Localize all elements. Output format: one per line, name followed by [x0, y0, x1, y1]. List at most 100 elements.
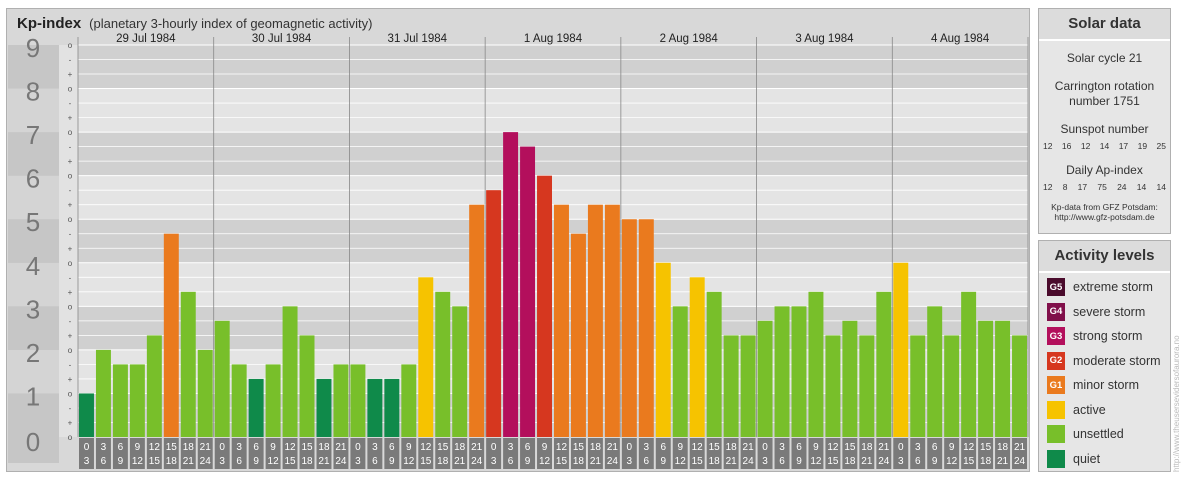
- kp-bar-30: [587, 204, 603, 437]
- kp-bar-1: [95, 349, 111, 437]
- hour-cell: [350, 438, 366, 469]
- hour-label-start: 12: [420, 442, 432, 453]
- subtick-o: o: [68, 85, 73, 94]
- hour-label-end: 3: [491, 456, 497, 467]
- kp-bar-42: [791, 306, 807, 437]
- kp-bar-25: [503, 132, 519, 437]
- hour-label-end: 18: [980, 456, 992, 467]
- hour-label-end: 9: [389, 456, 395, 467]
- hour-cell: [367, 438, 383, 469]
- hour-label-start: 15: [844, 442, 856, 453]
- subtick-band: [59, 45, 78, 437]
- hour-label-end: 6: [236, 456, 242, 467]
- hour-cell: [876, 438, 892, 469]
- hour-label-start: 9: [270, 442, 276, 453]
- hour-label-end: 6: [644, 456, 650, 467]
- kp-bar-50: [927, 306, 943, 437]
- activity-label: minor storm: [1073, 378, 1139, 393]
- y-tick-8: 8: [26, 77, 40, 107]
- hour-cell: [961, 438, 977, 469]
- grid-band-3: [78, 262, 1028, 307]
- hour-cell: [95, 438, 111, 469]
- subtick-plus: +: [68, 114, 73, 123]
- y-tick-9: 9: [26, 33, 40, 63]
- hour-label-end: 21: [318, 456, 330, 467]
- hour-cell: [706, 438, 722, 469]
- subtick-minus: -: [69, 317, 72, 326]
- hour-label-start: 9: [406, 442, 412, 453]
- hour-cell: [655, 438, 671, 469]
- subtick-plus: +: [68, 70, 73, 79]
- ap-value-5: 14: [1136, 182, 1147, 192]
- carrington-line-2: number 1751: [1069, 94, 1140, 108]
- hour-label-end: 3: [762, 456, 768, 467]
- hour-cell: [672, 438, 688, 469]
- sunspot-values: 12 16 12 14 17 19 25: [1039, 141, 1170, 151]
- hour-label-end: 9: [525, 456, 531, 467]
- subtick-minus: -: [69, 99, 72, 108]
- kp-bar-0: [79, 393, 94, 437]
- activity-label: moderate storm: [1073, 353, 1161, 368]
- hour-label-start: 0: [355, 442, 361, 453]
- activity-swatch: G4: [1047, 302, 1065, 321]
- ap-value-0: 12: [1043, 182, 1053, 192]
- hour-label-end: 15: [149, 456, 161, 467]
- hour-label-end: 6: [101, 456, 107, 467]
- hour-cell: [978, 438, 994, 469]
- activity-level-severe-storm: G4 severe storm: [1039, 300, 1170, 325]
- activity-swatch: G5: [1047, 278, 1065, 297]
- ap-title: Daily Ap-index: [1066, 163, 1143, 177]
- activity-level-unsettled: unsettled: [1039, 422, 1170, 447]
- hour-cell: [486, 438, 502, 469]
- kp-bar-54: [995, 320, 1011, 437]
- kp-bar-26: [520, 146, 536, 437]
- hour-label-start: 15: [573, 442, 585, 453]
- day-label-5: 3 Aug 1984: [795, 33, 854, 45]
- hour-label-end: 18: [573, 456, 585, 467]
- subtick-o: o: [68, 346, 73, 355]
- kp-bar-48: [893, 262, 909, 437]
- y-band-4: [8, 219, 59, 263]
- kp-bar-21: [435, 291, 451, 437]
- subtick-plus: +: [68, 418, 73, 427]
- kp-bar-37: [706, 291, 722, 437]
- kp-bar-3: [129, 364, 145, 437]
- activity-label: severe storm: [1073, 304, 1146, 319]
- hour-label-start: 15: [166, 442, 178, 453]
- hour-cell: [537, 438, 552, 469]
- day-label-6: 4 Aug 1984: [931, 33, 990, 45]
- hour-label-start: 3: [101, 442, 107, 453]
- kp-bar-15: [333, 364, 349, 437]
- kp-bar-10: [248, 378, 264, 437]
- hour-label-start: 15: [980, 442, 992, 453]
- y-tick-5: 5: [26, 207, 40, 237]
- kp-bar-27: [537, 175, 552, 437]
- hour-label-start: 6: [932, 442, 938, 453]
- subtick-o: o: [68, 302, 73, 311]
- subtick-o: o: [68, 128, 73, 137]
- hour-label-end: 21: [726, 456, 738, 467]
- hour-label-end: 15: [692, 456, 704, 467]
- carrington-line-1: Carrington rotation: [1054, 79, 1155, 93]
- kp-bar-52: [961, 291, 977, 437]
- activity-swatch: [1047, 400, 1065, 419]
- hour-label-end: 21: [861, 456, 873, 467]
- grid-band-8: [78, 45, 1028, 89]
- subtick-o: o: [68, 215, 73, 224]
- hour-label-start: 12: [284, 442, 296, 453]
- hour-label-start: 18: [997, 442, 1009, 453]
- kp-bar-13: [299, 335, 315, 437]
- kp-bar-41: [774, 306, 790, 437]
- hour-cell: [621, 438, 637, 469]
- subtick-plus: +: [68, 157, 73, 166]
- subtick-minus: -: [69, 56, 72, 65]
- ap-value-6: 14: [1156, 182, 1166, 192]
- source-link[interactable]: http://www.gfz-potsdam.de: [1054, 212, 1155, 222]
- hour-label-start: 3: [508, 442, 514, 453]
- hour-label-start: 6: [525, 442, 531, 453]
- ap-values: 12 8 17 75 24 14 14: [1039, 182, 1170, 192]
- hour-cell: [1012, 438, 1027, 469]
- hour-label-end: 18: [437, 456, 449, 467]
- hour-label-start: 3: [644, 442, 650, 453]
- grid-band-6: [78, 132, 1028, 176]
